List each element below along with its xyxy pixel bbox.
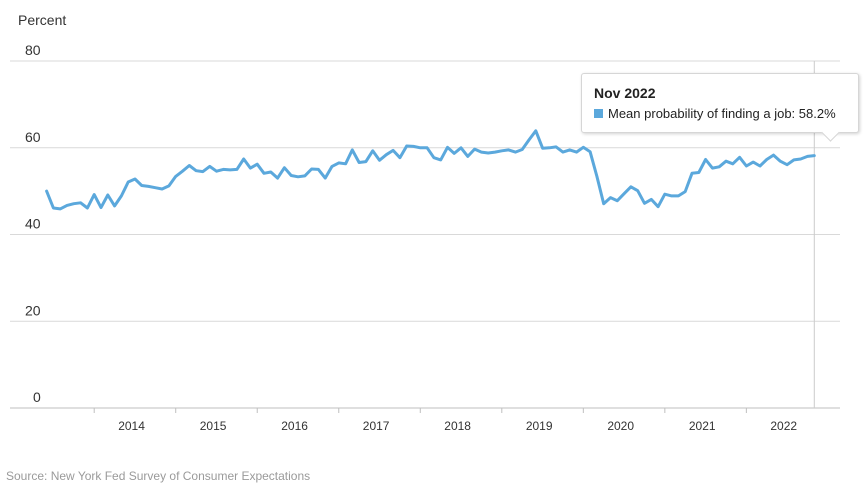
- x-tick-label: 2016: [281, 419, 308, 433]
- series-layer: [45, 129, 816, 211]
- y-axis-title: Percent: [18, 12, 66, 28]
- tooltip: Nov 2022 Mean probability of finding a j…: [581, 73, 859, 133]
- x-tick-label: 2014: [118, 419, 145, 433]
- y-tick-label: 20: [25, 302, 41, 318]
- x-tick-label: 2019: [526, 419, 553, 433]
- tooltip-title: Nov 2022: [594, 85, 656, 101]
- x-tick-label: 2021: [689, 419, 716, 433]
- y-tick-label: 80: [25, 42, 41, 58]
- y-tick-label: 0: [33, 389, 41, 405]
- y-tick-label: 40: [25, 216, 41, 232]
- y-tick-labels: 0 20 40 60 80: [25, 42, 41, 405]
- y-tick-label: 60: [25, 129, 41, 145]
- source-note: Source: New York Fed Survey of Consumer …: [6, 469, 310, 483]
- x-ticks: [93, 408, 747, 413]
- tooltip-row: Mean probability of finding a job: 58.2%: [594, 106, 848, 121]
- x-tick-label: 2018: [444, 419, 471, 433]
- x-tick-label: 2015: [200, 419, 227, 433]
- tooltip-value: Mean probability of finding a job: 58.2%: [608, 106, 836, 121]
- x-tick-label: 2022: [770, 419, 797, 433]
- x-tick-label: 2020: [607, 419, 634, 433]
- x-tick-labels: 2014 2015 2016 2017 2018 2019 2020 2021 2022: [118, 419, 797, 433]
- legend-swatch-icon: [594, 109, 603, 118]
- x-tick-label: 2017: [363, 419, 390, 433]
- series-line: [45, 129, 816, 211]
